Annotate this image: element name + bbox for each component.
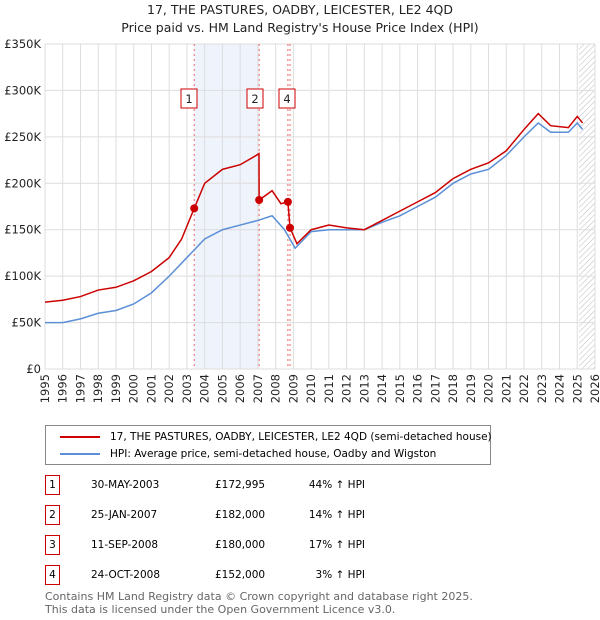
sale-label-box <box>246 88 264 109</box>
x-tick-label: 2022 <box>517 374 531 403</box>
x-tick-label: 2019 <box>464 374 478 403</box>
x-tick-label: 2017 <box>428 374 442 403</box>
chart-subtitle: Price paid vs. HM Land Registry's House … <box>121 20 479 35</box>
sale-label: 1 <box>185 92 192 106</box>
sale-hpi-diff: 17% ↑ HPI <box>308 539 365 551</box>
y-tick-label: £300K <box>4 83 41 97</box>
sale-row: 3 11-SEP-2008 £180,000 17% ↑ HPI <box>45 535 465 555</box>
x-tick-label: 2025 <box>570 374 584 403</box>
forecast-hatch <box>579 44 595 369</box>
x-tick-label: 2001 <box>144 374 158 403</box>
sale-date: 24-OCT-2008 <box>91 569 160 581</box>
sale-hpi-diff: 3% ↑ HPI <box>315 569 365 581</box>
y-tick-label: £200K <box>4 176 41 190</box>
legend-swatch-hpi <box>60 453 100 455</box>
sale-point-4 <box>286 223 295 232</box>
legend: 17, THE PASTURES, OADBY, LEICESTER, LE2 … <box>45 425 492 465</box>
y-tick-label: £50K <box>12 316 42 330</box>
x-tick-label: 2011 <box>322 374 336 403</box>
x-tick-label: 2002 <box>162 374 176 403</box>
x-tick-label: 2004 <box>198 374 212 403</box>
x-tick-label: 2018 <box>446 374 460 403</box>
x-tick-label: 2015 <box>393 374 407 403</box>
sale-date: 11-SEP-2008 <box>91 539 159 551</box>
footer: Contains HM Land Registry data © Crown c… <box>45 590 473 616</box>
sale-date: 25-JAN-2007 <box>91 509 158 521</box>
y-tick-label: £0 <box>26 362 41 376</box>
property-price-line <box>44 112 584 303</box>
sale-row: 2 25-JAN-2007 £182,000 14% ↑ HPI <box>45 505 465 525</box>
x-tick-label: 2026 <box>588 374 600 403</box>
sale-point-2 <box>255 196 264 204</box>
legend-label-property: 17, THE PASTURES, OADBY, LEICESTER, LE2 … <box>110 431 492 443</box>
x-tick-label: 2006 <box>233 374 247 403</box>
x-tick-label: 2008 <box>269 374 283 403</box>
legend-swatch-property <box>60 436 100 438</box>
x-tick-label: 2024 <box>553 374 567 403</box>
x-tick-label: 2012 <box>340 374 354 403</box>
y-tick-label: £250K <box>4 130 41 144</box>
sale-label-box <box>278 88 296 109</box>
x-tick-label: 2021 <box>499 374 513 403</box>
x-tick-label: 2010 <box>304 374 318 403</box>
sale-date: 30-MAY-2003 <box>91 479 160 491</box>
x-tick-label: 1995 <box>38 374 52 403</box>
sale-row: 1 30-MAY-2003 £172,995 44% ↑ HPI <box>45 475 465 495</box>
x-tick-label: 2016 <box>411 374 425 403</box>
legend-label-hpi: HPI: Average price, semi-detached house,… <box>110 448 437 460</box>
x-tick-label: 1997 <box>73 374 87 403</box>
sale-number-badge: 2 <box>45 505 60 525</box>
chart-title: 17, THE PASTURES, OADBY, LEICESTER, LE2 … <box>147 2 453 17</box>
y-tick-label: £350K <box>4 37 41 51</box>
sale-point-1 <box>190 204 199 213</box>
sale-label: 4 <box>283 92 290 106</box>
x-tick-label: 1996 <box>56 374 70 403</box>
sale-price: £182,000 <box>215 509 266 521</box>
sale-row: 4 24-OCT-2008 £152,000 3% ↑ HPI <box>45 565 465 585</box>
x-tick-label: 2023 <box>535 374 549 403</box>
sale-price: £172,995 <box>215 479 266 491</box>
sale-number-badge: 3 <box>45 535 60 555</box>
x-tick-label: 2020 <box>482 374 496 403</box>
x-tick-label: 2003 <box>180 374 194 403</box>
x-tick-label: 2013 <box>357 374 371 403</box>
hpi-line <box>45 121 584 324</box>
plot-area: 1995 1996 1997 1998 1999 2000 2001 2002 2003 2004… <box>4 37 600 403</box>
x-tick-label: 2000 <box>127 374 141 403</box>
footer-line-2: This data is licensed under the Open Gov… <box>45 603 396 616</box>
sale-price: £180,000 <box>215 539 266 551</box>
sale-price: £152,000 <box>215 569 266 581</box>
x-tick-label: 2007 <box>251 374 265 403</box>
sale-number-badge: 4 <box>45 565 60 585</box>
y-tick-label: £150K <box>4 223 41 237</box>
y-tick-label: £100K <box>4 269 41 283</box>
x-tick-label: 1999 <box>109 374 123 403</box>
sale-hpi-diff: 44% ↑ HPI <box>308 479 365 491</box>
sale-label-box <box>180 88 198 109</box>
sale-label: 2 <box>251 92 258 106</box>
x-tick-label: 2005 <box>215 374 229 403</box>
sale-point-3 <box>283 197 292 206</box>
x-tick-label: 2014 <box>375 374 389 403</box>
sale-number-badge: 1 <box>45 475 60 495</box>
x-tick-label: 2009 <box>286 374 300 403</box>
sale-hpi-diff: 14% ↑ HPI <box>308 509 365 521</box>
x-tick-label: 1998 <box>91 374 105 403</box>
footer-line-1: Contains HM Land Registry data © Crown c… <box>45 590 473 603</box>
